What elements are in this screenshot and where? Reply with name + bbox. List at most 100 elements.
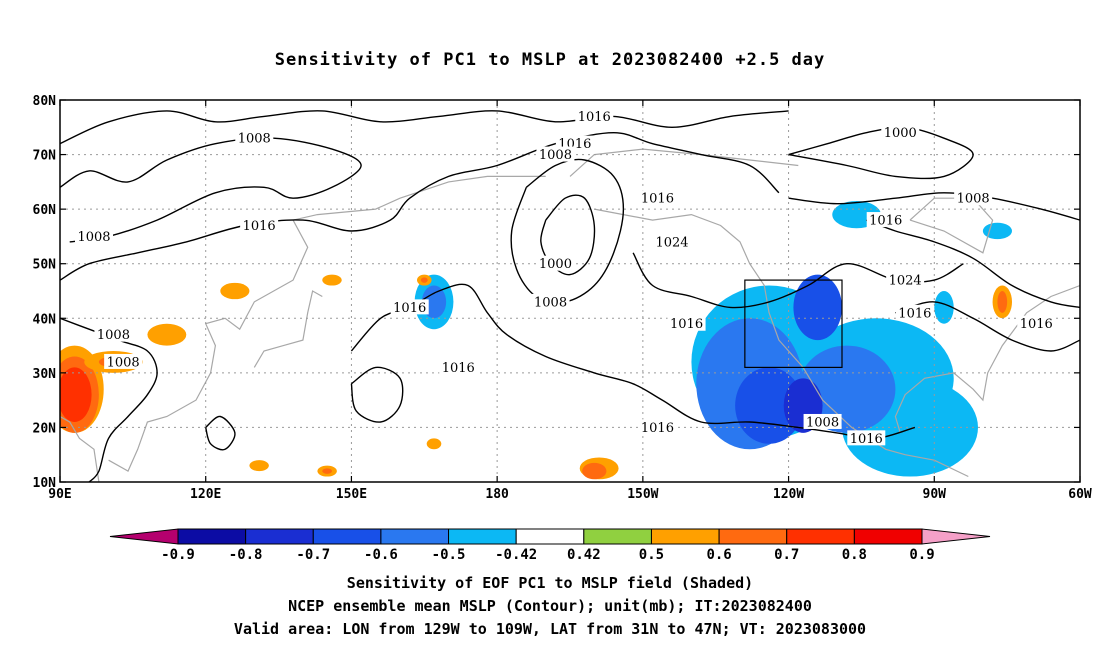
arctic-1000-contour <box>788 126 974 180</box>
lat-tick-label: 40N <box>33 312 57 327</box>
cell-b-1016-contour <box>205 415 236 451</box>
lon-tick-label: 90E <box>48 487 71 502</box>
contour-label-bg <box>439 359 478 375</box>
shaded-region-22 <box>322 274 342 286</box>
contour-label-bg <box>866 212 905 228</box>
colorbar-swatch <box>786 528 855 545</box>
colorbar-swatch <box>177 528 247 545</box>
japan-coastline <box>253 290 323 368</box>
shaded-region-21 <box>220 282 250 300</box>
contour-label: 1016 <box>393 301 426 316</box>
map-frame <box>59 99 1081 483</box>
lon-tick-label: 120W <box>773 487 804 502</box>
contour-label-bg <box>235 130 274 146</box>
colorbar-label: 0.42 <box>567 547 601 563</box>
contour-label: 1008 <box>957 192 990 207</box>
colorbar-label: 0.7 <box>774 547 799 563</box>
colorbar-label: -0.7 <box>296 547 330 563</box>
sensitivity-shading <box>60 200 1013 480</box>
contour-label-bg <box>240 217 279 233</box>
colorbar-label: 0.6 <box>706 547 731 563</box>
contour-label-bg <box>536 255 575 271</box>
contour-label-bg <box>531 293 570 309</box>
caption-shaded: Sensitivity of EOF PC1 to MSLP field (Sh… <box>346 574 754 592</box>
pacific-1016-contour <box>350 283 916 440</box>
map-title: Sensitivity of PC1 to MSLP at 2023082400… <box>274 50 826 70</box>
contour-label: 1016 <box>670 317 703 332</box>
colorbar-label: -0.42 <box>495 547 537 563</box>
caption-contour: NCEP ensemble mean MSLP (Contour); unit(… <box>288 597 812 615</box>
low-1008-contour <box>510 158 625 304</box>
colorbar-swatch <box>380 528 450 545</box>
subtropic-1016-contour <box>866 219 1080 309</box>
lon-tick-label: 150W <box>627 487 658 502</box>
alaska-north-coastline <box>569 148 799 177</box>
contour-label: 1008 <box>107 355 140 370</box>
contour-label-bg <box>638 419 677 435</box>
colorbar-swatch <box>853 528 923 545</box>
colorbar-label: 0.9 <box>909 547 934 563</box>
contour-label: 1008 <box>806 415 839 430</box>
contour-label-bg <box>390 299 429 315</box>
contour-label-bg <box>575 108 614 124</box>
colorbar-swatch <box>650 528 720 545</box>
india-coastline <box>60 415 100 482</box>
lat-tick-label: 80N <box>33 94 57 109</box>
colorbar-label: -0.6 <box>364 547 398 563</box>
contour-label: 1016 <box>578 110 611 125</box>
colorbar-label: -0.9 <box>161 547 195 563</box>
lon-tick-label: 150E <box>336 487 367 502</box>
contour-label-bg <box>886 272 925 288</box>
lon-tick-label: 180 <box>485 487 509 502</box>
contour-label: 1000 <box>884 126 917 141</box>
contour-label-bg <box>638 190 677 206</box>
shaded-region-6 <box>793 274 842 341</box>
contour-label: 1008 <box>539 148 572 163</box>
shaded-region-23 <box>249 460 269 472</box>
colorbar-label: -0.8 <box>229 547 263 563</box>
contour-label: 1008 <box>238 132 271 147</box>
colorbar-swatch <box>312 528 382 545</box>
lon-tick-label: 60W <box>1068 487 1092 502</box>
colorbar-label: 0.5 <box>639 547 664 563</box>
north-america-west-coastline <box>594 208 969 478</box>
contour-label-bg <box>1017 315 1056 331</box>
atlantic-1016-contour <box>895 301 1080 352</box>
shaded-region-24 <box>426 438 442 450</box>
lat-tick-label: 10N <box>33 476 57 491</box>
shaded-region-5 <box>735 367 804 444</box>
asia-1008-contour <box>60 137 362 243</box>
east-asia-coastline <box>108 175 546 472</box>
contour-label-bg <box>881 124 920 140</box>
lon-tick-label: 120E <box>190 487 221 502</box>
coastlines <box>60 148 1080 482</box>
contour-label: 1016 <box>869 214 902 229</box>
contour-label: 1016 <box>641 192 674 207</box>
shaded-region-12 <box>934 291 954 324</box>
contour-label: 1000 <box>539 257 572 272</box>
lat-tick-label: 20N <box>33 421 57 436</box>
contour-label: 1016 <box>243 219 276 234</box>
contour-label: 1024 <box>655 235 688 250</box>
colorbar-label: 0.8 <box>842 547 867 563</box>
colorbar-swatch <box>448 528 517 545</box>
contour-label: 1008 <box>534 295 567 310</box>
shaded-region-28 <box>322 468 332 474</box>
contour-label: 1016 <box>442 361 475 376</box>
contour-label: 1024 <box>889 274 922 289</box>
colorbar: -0.9 -0.8 -0.7 -0.6 -0.5 -0.42 0.42 0.5 0.6 0.7 0.… <box>109 528 991 563</box>
contour-label-bg <box>803 413 842 429</box>
shaded-region-17 <box>60 367 92 422</box>
lon-tick-label: 90W <box>923 487 947 502</box>
lat-tick-label: 50N <box>33 258 57 273</box>
contour-label: 1016 <box>850 432 883 447</box>
valid-area-rect <box>744 279 843 369</box>
arctic-1016-contour <box>60 110 789 145</box>
lat-tick-label: 60N <box>33 203 57 218</box>
contour-label: 1016 <box>641 421 674 436</box>
colorbar-swatch <box>583 528 652 545</box>
contour-label-bg <box>954 190 993 206</box>
contour-label: 1016 <box>898 306 931 321</box>
contour-label: 1016 <box>1020 317 1053 332</box>
